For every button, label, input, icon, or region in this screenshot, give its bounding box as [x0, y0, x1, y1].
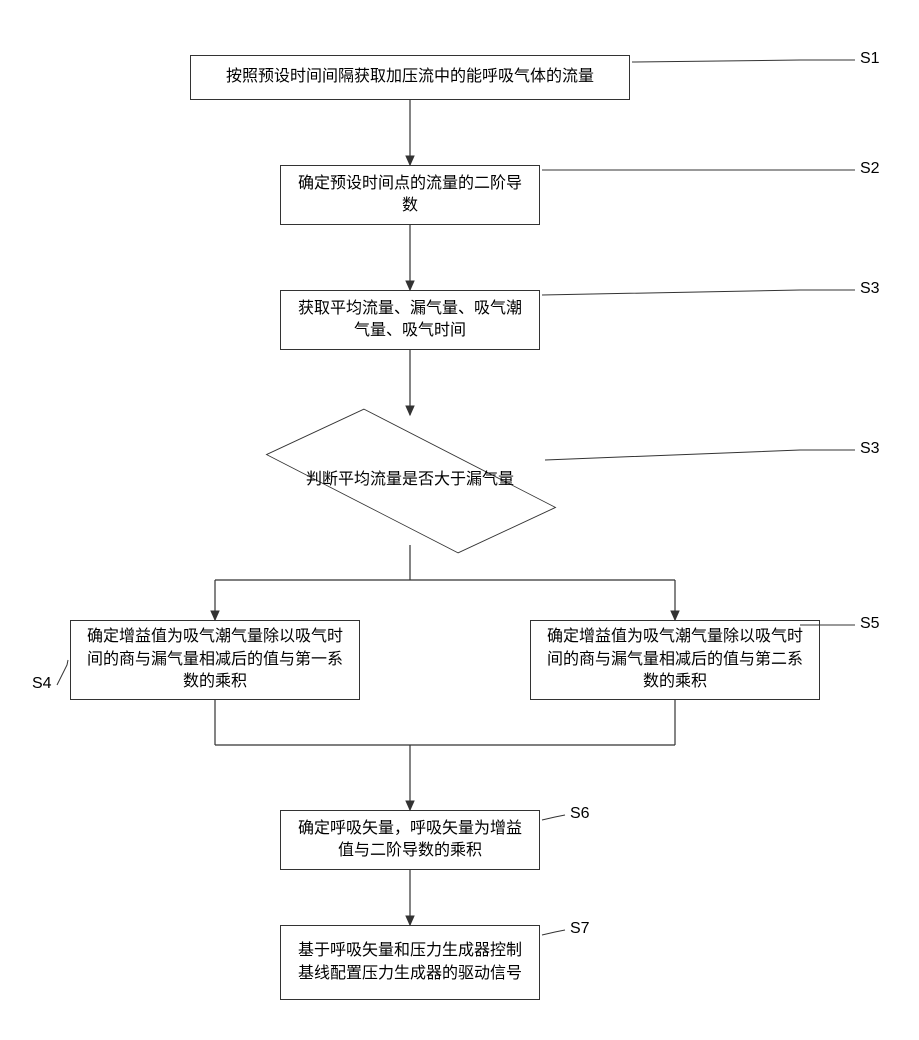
step-s4-box: 确定增益值为吸气潮气量除以吸气时间的商与漏气量相减后的值与第一系数的乘积 [70, 620, 360, 700]
step-s7-text: 基于呼吸矢量和压力生成器控制基线配置压力生成器的驱动信号 [293, 940, 527, 985]
step-s7-box: 基于呼吸矢量和压力生成器控制基线配置压力生成器的驱动信号 [280, 925, 540, 1000]
step-s5-label: S5 [860, 615, 880, 633]
decision-s3b-text-container: 判断平均流量是否大于漏气量 [280, 465, 540, 495]
step-s1-label: S1 [860, 50, 880, 68]
step-s5-box: 确定增益值为吸气潮气量除以吸气时间的商与漏气量相减后的值与第二系数的乘积 [530, 620, 820, 700]
step-s7-label: S7 [570, 920, 590, 938]
step-s3a-label: S3 [860, 280, 880, 298]
step-s1-box: 按照预设时间间隔获取加压流中的能呼吸气体的流量 [190, 55, 630, 100]
decision-s3b-text: 判断平均流量是否大于漏气量 [306, 469, 514, 491]
step-s3a-box: 获取平均流量、漏气量、吸气潮气量、吸气时间 [280, 290, 540, 350]
flowchart-container: 按照预设时间间隔获取加压流中的能呼吸气体的流量 S1 确定预设时间点的流量的二阶… [20, 20, 919, 1020]
step-s4-label: S4 [32, 675, 52, 693]
step-s5-text: 确定增益值为吸气潮气量除以吸气时间的商与漏气量相减后的值与第二系数的乘积 [543, 626, 807, 693]
step-s6-text: 确定呼吸矢量，呼吸矢量为增益值与二阶导数的乘积 [293, 818, 527, 863]
decision-s3b-label: S3 [860, 440, 880, 458]
step-s2-box: 确定预设时间点的流量的二阶导数 [280, 165, 540, 225]
step-s3a-text: 获取平均流量、漏气量、吸气潮气量、吸气时间 [293, 298, 527, 343]
step-s2-text: 确定预设时间点的流量的二阶导数 [293, 173, 527, 218]
step-s6-box: 确定呼吸矢量，呼吸矢量为增益值与二阶导数的乘积 [280, 810, 540, 870]
step-s1-text: 按照预设时间间隔获取加压流中的能呼吸气体的流量 [226, 66, 594, 88]
step-s2-label: S2 [860, 160, 880, 178]
step-s4-text: 确定增益值为吸气潮气量除以吸气时间的商与漏气量相减后的值与第一系数的乘积 [83, 626, 347, 693]
step-s6-label: S6 [570, 805, 590, 823]
